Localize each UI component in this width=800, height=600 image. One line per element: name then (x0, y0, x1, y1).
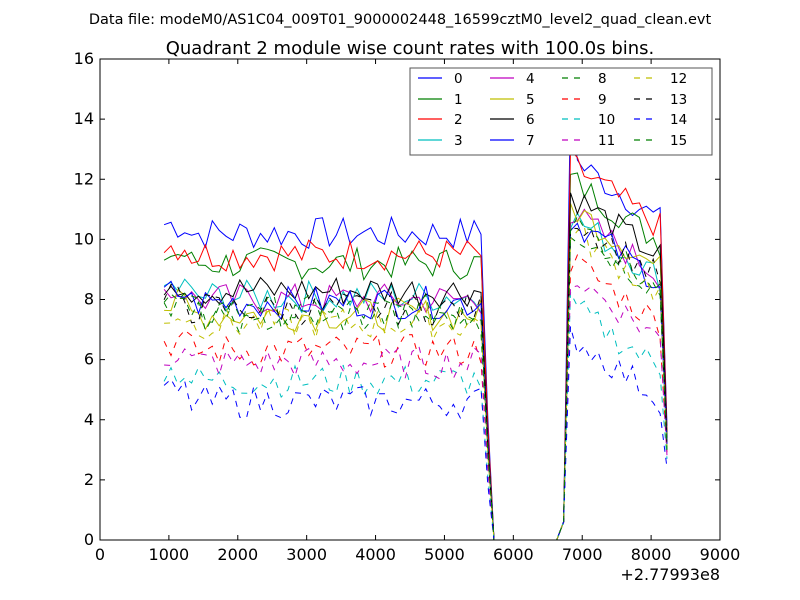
series-line-8 (163, 236, 668, 541)
legend-label-3: 3 (454, 133, 463, 149)
y-tick-label: 10 (74, 229, 94, 248)
legend-label-9: 9 (598, 92, 607, 108)
legend-label-11: 11 (598, 133, 615, 149)
x-tick-label: 3000 (286, 545, 327, 564)
series-line-12 (164, 226, 668, 541)
series-line-11 (164, 285, 668, 541)
x-tick-label: 7000 (562, 545, 603, 564)
legend-label-5: 5 (526, 92, 535, 108)
y-tick-label: 4 (84, 410, 94, 429)
legend-label-2: 2 (454, 112, 463, 128)
series-line-7 (163, 222, 668, 541)
legend-label-10: 10 (598, 112, 615, 128)
y-tick-label: 6 (84, 350, 94, 369)
y-tick-label: 14 (74, 109, 94, 128)
series-line-13 (163, 227, 668, 541)
series-line-0 (163, 104, 668, 541)
legend-label-12: 12 (670, 71, 687, 87)
y-tick-label: 12 (74, 169, 94, 188)
series-line-4 (163, 208, 668, 541)
legend-label-14: 14 (670, 112, 687, 128)
data-file-suptitle: Data file: modeM0/AS1C04_009T01_90000024… (89, 12, 712, 28)
legend-label-0: 0 (454, 71, 463, 87)
x-axis: 0 1000 2000 3000 4000 5000 6000 7000 8000 9000 (95, 59, 740, 564)
y-tick-label: 16 (74, 49, 94, 68)
series-line-6 (163, 192, 668, 541)
legend-frame (409, 67, 713, 156)
x-tick-label: 4000 (355, 545, 396, 564)
x-offset-label: +2.77993e8 (620, 565, 720, 584)
chart-title: Quadrant 2 module wise count rates with … (166, 38, 655, 59)
legend-label-15: 15 (670, 133, 687, 149)
series-line-2 (163, 148, 668, 541)
x-tick-label: 0 (95, 545, 105, 564)
legend-label-13: 13 (670, 92, 687, 108)
series-line-10 (163, 292, 668, 541)
y-tick-label: 8 (84, 290, 94, 309)
x-tick-label: 5000 (424, 545, 465, 564)
x-tick-label: 9000 (700, 545, 741, 564)
x-tick-label: 6000 (493, 545, 534, 564)
legend-label-8: 8 (598, 71, 607, 87)
series-line-14 (163, 326, 668, 541)
legend-label-7: 7 (526, 133, 535, 149)
x-tick-label: 2000 (217, 545, 258, 564)
legend-label-4: 4 (526, 71, 535, 87)
y-tick-label: 2 (84, 470, 94, 489)
series-line-15 (163, 215, 668, 541)
x-tick-label: 1000 (149, 545, 190, 564)
series-line-1 (163, 172, 668, 541)
legend-label-6: 6 (526, 112, 535, 128)
plot-lines (163, 104, 668, 541)
y-tick-label: 0 (84, 530, 94, 549)
legend-label-1: 1 (454, 92, 463, 108)
series-line-9 (163, 254, 668, 541)
series-line-5 (164, 203, 668, 541)
x-tick-label: 8000 (631, 545, 672, 564)
series-line-3 (163, 211, 668, 541)
